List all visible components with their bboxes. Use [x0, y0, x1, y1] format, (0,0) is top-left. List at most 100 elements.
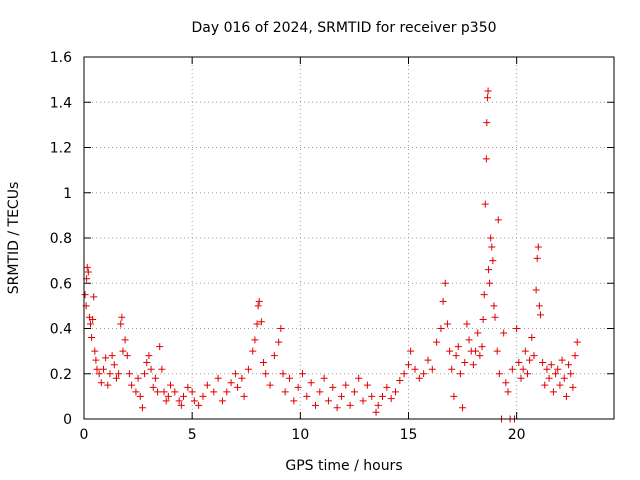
y-tick-label: 1.6 — [50, 50, 72, 66]
data-point — [515, 358, 523, 366]
data-point — [443, 320, 451, 328]
data-point — [320, 374, 328, 382]
data-point — [368, 392, 376, 400]
data-point — [521, 347, 529, 355]
data-point — [355, 374, 363, 382]
data-point — [495, 370, 503, 378]
data-point — [266, 381, 274, 389]
data-point — [491, 313, 499, 321]
data-point — [479, 315, 487, 323]
data-point — [415, 374, 423, 382]
data-point — [437, 325, 445, 332]
data-point — [486, 279, 494, 287]
data-point — [476, 352, 484, 360]
data-point — [483, 119, 491, 127]
data-point — [379, 392, 387, 400]
data-point — [519, 365, 527, 373]
data-point — [560, 374, 568, 382]
data-point — [253, 320, 261, 328]
data-point — [454, 343, 462, 351]
tick-layer: 0 0.2 0.4 0.6 0.8 1 1.2 1.4 1.6 0 5 10 15 20 — [50, 50, 614, 443]
data-point — [407, 347, 415, 355]
data-point — [180, 392, 188, 400]
data-point — [490, 302, 498, 310]
data-point — [255, 297, 263, 305]
data-point — [533, 254, 541, 262]
data-point — [99, 365, 107, 373]
data-point — [115, 370, 123, 378]
data-point — [260, 358, 268, 366]
data-point — [534, 243, 542, 251]
data-point — [374, 401, 382, 409]
data-point — [333, 404, 341, 412]
data-point — [249, 347, 257, 355]
data-point — [459, 404, 467, 412]
data-point — [482, 155, 490, 163]
data-point — [156, 343, 164, 351]
data-point — [223, 388, 231, 396]
data-point — [102, 354, 110, 362]
data-point — [90, 293, 98, 301]
data-point — [277, 325, 285, 332]
y-axis-label: SRMTID / TECUs — [6, 182, 22, 295]
data-point — [396, 377, 404, 385]
data-point — [539, 358, 547, 366]
data-point — [523, 370, 531, 378]
data-point — [154, 388, 162, 396]
data-point — [188, 388, 196, 396]
data-point — [93, 365, 101, 373]
x-axis-label: GPS time / hours — [285, 458, 402, 474]
data-point — [474, 329, 482, 337]
data-point — [469, 361, 477, 369]
data-point — [158, 365, 166, 373]
data-point — [526, 356, 534, 364]
data-point — [500, 329, 508, 337]
data-point — [238, 374, 246, 382]
grid-layer — [84, 57, 614, 419]
data-point — [184, 383, 192, 391]
data-point — [532, 286, 540, 294]
data-point — [552, 370, 560, 378]
data-point — [545, 374, 553, 382]
data-point — [573, 338, 581, 346]
data-point — [569, 383, 577, 391]
x-tick-label: 15 — [400, 427, 418, 443]
data-point — [420, 370, 428, 378]
data-point — [535, 302, 543, 310]
y-tick-label: 1.4 — [50, 95, 72, 111]
data-point — [463, 320, 471, 328]
data-point — [81, 291, 89, 299]
data-point — [91, 347, 99, 355]
data-point — [88, 334, 96, 342]
data-point — [234, 383, 242, 391]
data-point — [112, 374, 120, 382]
data-point — [147, 365, 155, 373]
data-point — [303, 392, 311, 400]
data-point — [298, 370, 306, 378]
data-point — [554, 365, 562, 373]
data-point — [433, 338, 441, 346]
y-tick-label: 0.6 — [50, 276, 72, 292]
data-point — [556, 381, 564, 389]
data-point — [117, 320, 125, 328]
data-point — [456, 370, 464, 378]
data-point — [167, 381, 175, 389]
data-point — [84, 268, 92, 276]
data-point — [428, 365, 436, 373]
data-point — [446, 347, 454, 355]
data-point — [372, 408, 380, 416]
data-point — [262, 370, 270, 378]
data-point — [279, 370, 287, 378]
data-point — [231, 370, 239, 378]
y-tick-label: 0.2 — [50, 367, 72, 383]
data-point — [329, 383, 337, 391]
data-point — [350, 388, 358, 396]
data-point — [190, 397, 198, 405]
data-point — [195, 401, 203, 409]
x-tick-label: 20 — [508, 427, 526, 443]
data-point — [424, 356, 432, 364]
data-point — [452, 352, 460, 360]
data-point — [214, 374, 222, 382]
data-point — [132, 388, 140, 396]
data-point — [97, 379, 105, 387]
